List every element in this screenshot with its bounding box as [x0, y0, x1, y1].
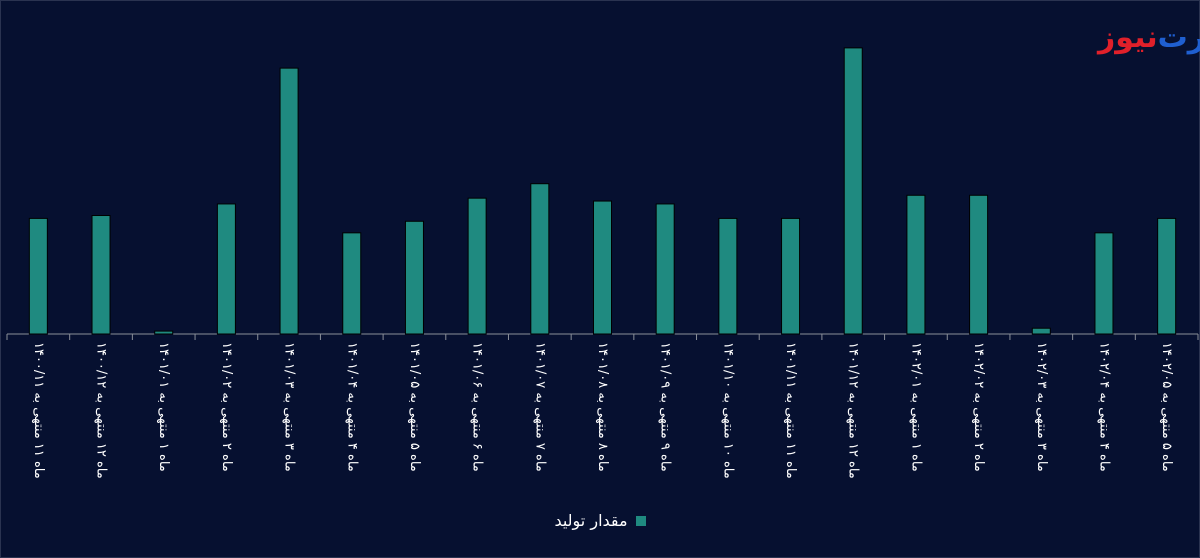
bar	[593, 200, 612, 335]
bar	[906, 194, 926, 335]
legend-label: مقدار تولید	[554, 511, 628, 530]
x-tick-label: ماه ۵ منتهی به ۱۴۰۱/۰۵	[407, 342, 422, 472]
x-tick-label: ماه ۳ منتهی به ۱۴۰۲/۰۳	[1034, 342, 1049, 472]
x-tick-label: ماه ۱۱ منتهی به ۱۴۰۱/۱۱	[783, 342, 798, 479]
bar	[342, 232, 362, 335]
x-tick-label: ماه ۱ منتهی به ۱۴۰۱/۰۱	[156, 342, 171, 472]
x-tick-label: ماه ۱۲ منتهی به ۱۴۰۱/۱۲	[846, 342, 861, 479]
x-tick-label: ماه ۵ منتهی به ۱۴۰۲/۰۵	[1159, 342, 1174, 472]
logo-text-red: نیوز	[1098, 20, 1158, 55]
x-tick-label: ماه ۱۱ منتهی به ۱۴۰۰/۱۱	[31, 342, 46, 479]
bar	[718, 217, 738, 335]
bar	[530, 183, 550, 335]
x-tick-label: ماه ۶ منتهی به ۱۴۰۱/۰۶	[470, 342, 485, 472]
bar	[279, 67, 299, 335]
x-tick-label: ماه ۴ منتهی به ۱۴۰۱/۰۴	[344, 342, 359, 472]
bar	[655, 203, 675, 335]
bar	[91, 215, 111, 335]
bar	[1157, 217, 1177, 335]
x-tick-label: ماه ۹ منتهی به ۱۴۰۱/۰۹	[658, 342, 673, 472]
x-tick-label: ماه ۱۲ منتهی به ۱۴۰۰/۱۲	[94, 342, 109, 479]
legend: مقدار تولید	[0, 511, 1200, 530]
x-tick-label: ماه ۳ منتهی به ۱۴۰۱/۰۳	[282, 342, 297, 472]
bar	[1031, 327, 1051, 335]
x-tick-label: ماه ۱۰ منتهی به ۱۴۰۱/۱۰	[720, 342, 735, 479]
bar	[781, 217, 801, 335]
bar	[28, 217, 48, 335]
bar	[154, 330, 174, 335]
bar	[216, 203, 236, 335]
x-tick-label: ماه ۱ منتهی به ۱۴۰۲/۰۱	[908, 342, 923, 472]
bar	[467, 197, 487, 335]
bar	[969, 194, 989, 335]
brand-logo: نیوز رت	[1098, 20, 1200, 60]
x-tick-label: ماه ۷ منتهی به ۱۴۰۱/۰۷	[532, 342, 547, 472]
x-tick-label: ماه ۸ منتهی به ۱۴۰۱/۰۸	[595, 342, 610, 472]
bar	[843, 47, 863, 335]
bar	[404, 220, 424, 335]
logo-text-blue: رت	[1157, 20, 1200, 55]
x-tick-label: ماه ۴ منتهی به ۱۴۰۲/۰۴	[1096, 342, 1111, 472]
x-tick-label: ماه ۲ منتهی به ۱۴۰۱/۰۲	[219, 342, 234, 472]
x-tick-label: ماه ۲ منتهی به ۱۴۰۲/۰۲	[971, 342, 986, 472]
bar	[1094, 232, 1114, 335]
legend-swatch	[635, 515, 646, 526]
